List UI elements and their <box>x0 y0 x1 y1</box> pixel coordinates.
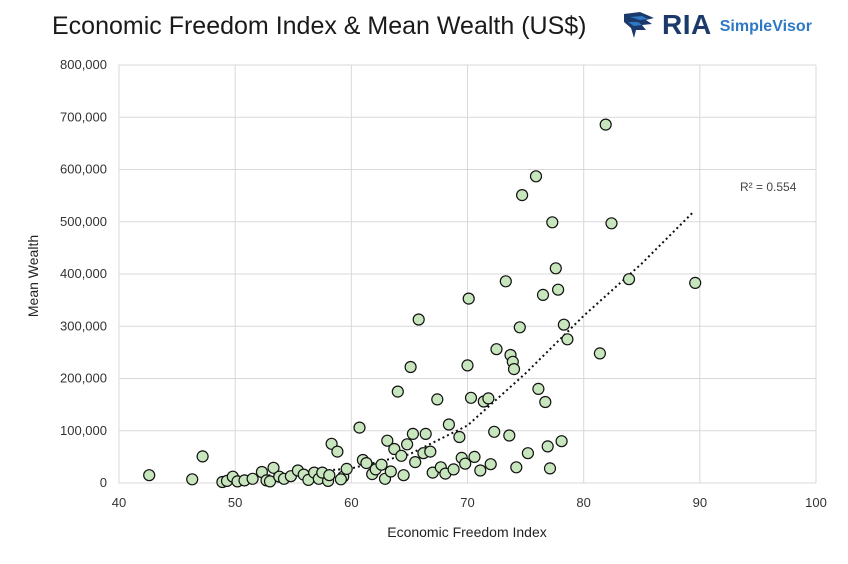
x-tick-label: 90 <box>693 495 707 510</box>
data-point <box>521 447 535 460</box>
trendline <box>258 210 695 478</box>
data-point <box>532 382 545 395</box>
data-point <box>404 360 417 374</box>
data-point <box>419 427 432 440</box>
x-tick-label: 100 <box>805 495 827 510</box>
data-point <box>513 321 526 334</box>
data-point <box>340 462 353 475</box>
data-point <box>549 262 562 275</box>
data-point <box>391 385 404 398</box>
r-squared-label: R² = 0.554 <box>740 180 797 194</box>
data-point <box>186 473 199 486</box>
data-point <box>543 462 557 475</box>
gridlines <box>118 64 817 484</box>
y-axis-label: Mean Wealth <box>25 235 41 317</box>
y-tick-label: 100,000 <box>60 423 107 438</box>
data-point <box>546 216 559 229</box>
data-point <box>561 333 574 346</box>
y-axis-ticks: 0 100,000 200,000 300,000 400,000 500,000 600,… <box>60 57 107 490</box>
logo-ria-text: RIA <box>662 9 712 40</box>
data-point <box>555 435 568 448</box>
data-point <box>510 461 523 474</box>
data-point <box>409 456 422 469</box>
y-tick-label: 700,000 <box>60 109 107 124</box>
data-point <box>360 457 373 470</box>
data-point <box>267 461 280 474</box>
data-point <box>381 434 394 447</box>
data-point <box>557 318 571 331</box>
x-tick-label: 80 <box>576 495 590 510</box>
data-point <box>515 189 529 202</box>
y-tick-label: 300,000 <box>60 318 107 333</box>
data-point <box>323 469 336 482</box>
data-point <box>462 292 475 305</box>
data-point <box>459 457 472 470</box>
data-point <box>464 391 478 404</box>
data-point <box>461 359 474 372</box>
data-point <box>397 469 410 482</box>
y-tick-label: 400,000 <box>60 266 107 281</box>
data-point <box>453 430 466 444</box>
y-tick-label: 600,000 <box>60 162 107 177</box>
data-points <box>143 118 702 489</box>
y-tick-label: 800,000 <box>60 57 107 72</box>
data-point <box>442 418 455 431</box>
data-point <box>331 445 344 458</box>
data-point <box>507 363 521 376</box>
data-point <box>599 118 612 131</box>
data-point <box>490 343 503 356</box>
data-point <box>605 217 618 230</box>
x-tick-label: 40 <box>112 495 126 510</box>
data-point <box>593 347 607 360</box>
x-tick-label: 60 <box>344 495 358 510</box>
data-point <box>541 440 554 453</box>
data-point <box>431 393 444 406</box>
y-tick-label: 0 <box>100 475 107 490</box>
data-point <box>353 421 366 434</box>
y-tick-label: 500,000 <box>60 214 107 229</box>
data-point <box>539 395 552 409</box>
y-tick-label: 200,000 <box>60 371 107 386</box>
data-point <box>536 288 550 301</box>
data-point <box>395 449 408 462</box>
x-tick-label: 70 <box>460 495 474 510</box>
data-point <box>375 458 388 471</box>
chart-title: Economic Freedom Index & Mean Wealth (US… <box>52 12 587 40</box>
data-point <box>412 313 425 326</box>
data-point <box>488 425 501 438</box>
data-point <box>503 429 516 442</box>
data-point <box>551 283 565 296</box>
data-point <box>406 427 419 440</box>
data-point <box>143 469 156 482</box>
data-point <box>529 170 543 183</box>
data-point <box>474 464 487 477</box>
data-point <box>499 275 512 288</box>
data-point <box>384 465 397 478</box>
ria-logo: RIA SimpleVisor <box>622 8 812 42</box>
data-point <box>246 472 259 485</box>
data-point <box>484 458 497 471</box>
data-point <box>424 445 437 458</box>
data-point <box>622 273 636 286</box>
data-point <box>468 450 481 463</box>
x-tick-label: 50 <box>228 495 242 510</box>
x-axis-label: Economic Freedom Index <box>387 524 547 540</box>
data-point <box>482 392 495 405</box>
x-axis-ticks: 40 50 60 70 80 90 100 <box>112 495 827 510</box>
data-point <box>196 450 209 463</box>
logo-simplevisor-text: SimpleVisor <box>719 18 812 35</box>
data-point <box>689 276 702 289</box>
data-point <box>401 438 414 451</box>
data-point <box>447 463 460 476</box>
eagle-icon <box>624 12 654 38</box>
trendline-path <box>258 210 695 478</box>
data-point <box>334 473 347 486</box>
